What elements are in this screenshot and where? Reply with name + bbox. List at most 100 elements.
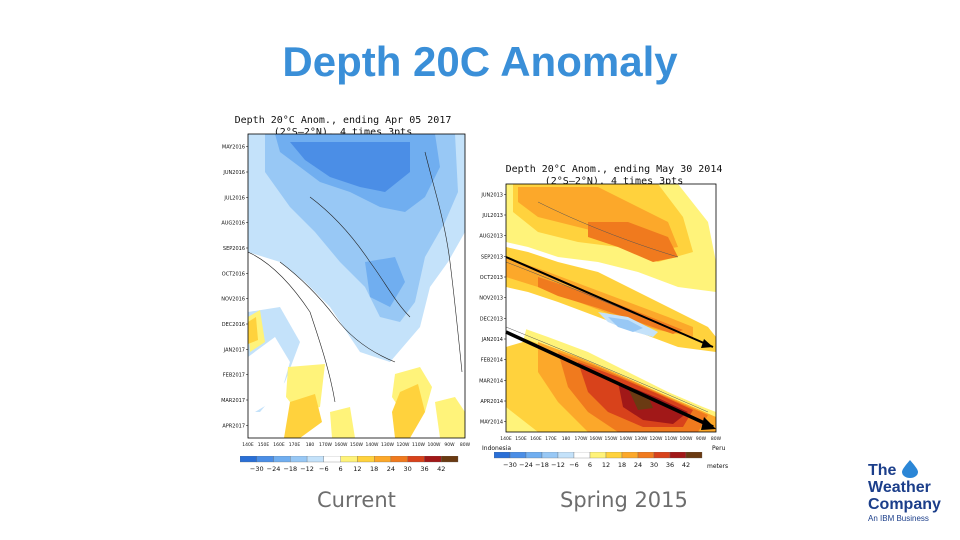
current-month-label: JUL2016 — [223, 195, 245, 201]
spring-colorbar-tick: −12 — [551, 461, 565, 469]
spring-month-label: AUG2013 — [479, 234, 503, 240]
current-lon-label: 170W — [319, 442, 333, 448]
current-month-label: FEB2017 — [223, 373, 245, 379]
kelvin-wave-arrowhead-1 — [701, 339, 713, 348]
peru-label: Peru — [712, 445, 726, 452]
current-month-label: AUG2016 — [221, 221, 245, 227]
current-lon-label: 140W — [365, 442, 379, 448]
current-colorbar-swatch — [306, 456, 324, 463]
current-month-label: DEC2016 — [222, 322, 245, 328]
logo-line-weather: Weather — [868, 479, 931, 496]
spring-colorbar-tick: 6 — [588, 461, 592, 469]
current-lon-label: 170E — [289, 442, 301, 448]
spring-chart-title-2: (2°S–2°N), 4 times 3pts — [545, 176, 683, 187]
spring-lon-label: 110W — [664, 436, 678, 442]
current-lon-label: 150E — [258, 442, 270, 448]
spring-lon-label: 90W — [696, 436, 707, 442]
spring-colorbar-swatch — [685, 452, 703, 459]
spring-caption: Spring 2015 — [560, 488, 688, 512]
current-lon-label: 110W — [412, 442, 426, 448]
current-colorbar-swatch — [390, 456, 408, 463]
current-month-label: JAN2017 — [223, 347, 245, 353]
spring-colorbar-swatch — [653, 452, 671, 459]
spring-month-label: DEC2013 — [480, 316, 503, 322]
spring-colorbar-swatch — [525, 452, 543, 459]
current-chart-title-1: Depth 20°C Anom., ending Apr 05 2017 — [235, 115, 452, 126]
current-colorbar-tick: 42 — [437, 465, 445, 473]
spring-colorbar-swatch — [541, 452, 559, 459]
current-longitude-axis: 140E 150E 160E 170E 180 170W 160W 150W 140W 130W 1… — [242, 442, 470, 448]
spring-colorbar-swatch — [621, 452, 639, 459]
spring-lon-label: 130W — [634, 436, 648, 442]
current-month-label: MAY2016 — [222, 145, 245, 151]
logo-tagline: An IBM Business — [868, 514, 929, 523]
spring-lon-label: 160W — [589, 436, 603, 442]
spring-lon-label: 150E — [515, 436, 527, 442]
spring-colorbar-tick: 42 — [682, 461, 690, 469]
spring-lon-label: 170E — [545, 436, 557, 442]
current-month-axis: MAY2016 JUN2016 JUL2016 AUG2016 SEP2016 OCT20… — [221, 145, 248, 429]
kelvin-wave-arrow-1 — [505, 256, 714, 348]
spring-month-label: JUL2013 — [481, 213, 503, 219]
current-lon-label: 90W — [444, 442, 455, 448]
current-colorbar-tick: 6 — [339, 465, 343, 473]
current-colorbar-tick: 18 — [370, 465, 378, 473]
current-colorbar-swatch — [424, 456, 442, 463]
spring-lon-label: 120W — [649, 436, 663, 442]
spring-month-label: OCT2013 — [480, 275, 503, 281]
water-drop-icon — [902, 460, 918, 478]
spring-colorbar-swatch — [669, 452, 687, 459]
spring-month-label: NOV2013 — [479, 296, 503, 302]
current-colorbar-tick: −12 — [300, 465, 314, 473]
current-colorbar-swatch — [256, 456, 274, 463]
spring-colorbar-swatch — [589, 452, 607, 459]
current-colorbar-swatch — [340, 456, 358, 463]
units-label: meters — [707, 463, 728, 470]
current-lon-label: 80W — [460, 442, 470, 448]
spring-colorbar-swatch — [557, 452, 575, 459]
spring-lon-label: 100W — [679, 436, 693, 442]
spring-lon-label: 180 — [562, 436, 571, 442]
current-month-label: NOV2016 — [221, 297, 245, 303]
current-colorbar-swatch — [273, 456, 291, 463]
spring-lon-label: 160E — [530, 436, 542, 442]
current-caption: Current — [317, 488, 396, 512]
current-lon-label: 140E — [242, 442, 254, 448]
spring-month-label: FEB2014 — [481, 358, 503, 364]
spring-month-axis: JUN2013 JUL2013 AUG2013 SEP2013 OCT2013 NOV20… — [479, 192, 506, 426]
current-colorbar: −30 −24 −18 −12 −6 6 12 18 24 30 36 42 — [240, 456, 459, 473]
spring-colorbar-tick: −18 — [535, 461, 549, 469]
current-colorbar-tick: 24 — [387, 465, 395, 473]
spring-chart-svg: Depth 20°C Anom., ending May 30 2014 (2°… — [479, 164, 726, 452]
current-lon-label: 130W — [381, 442, 395, 448]
weather-company-logo: The Weather Company An IBM Business — [868, 460, 960, 523]
indonesia-label: Indonesia — [482, 445, 511, 452]
current-anomaly-chart: Depth 20°C Anom., ending Apr 05 2017 (2°… — [220, 112, 470, 472]
spring-month-label: SEP2013 — [481, 254, 503, 260]
current-lon-label: 160E — [273, 442, 285, 448]
spring-colorbar: −30 −24 −18 −12 −6 6 12 18 24 30 36 42 meters — [494, 452, 728, 470]
spring-lon-label: 170W — [574, 436, 588, 442]
spring-colorbar-tick: −24 — [519, 461, 533, 469]
spring-colorbar-tick: 36 — [666, 461, 674, 469]
spring-month-label: APR2014 — [480, 399, 503, 405]
kelvin-wave-arrow-2 — [505, 330, 714, 429]
current-colorbar-swatch — [323, 456, 341, 463]
current-lon-label: 150W — [350, 442, 364, 448]
current-lon-label: 120W — [396, 442, 410, 448]
spring-colorbar-swatch — [494, 452, 511, 459]
current-colorbar-tick: −18 — [283, 465, 297, 473]
current-month-label: APR2017 — [222, 423, 245, 429]
current-anomaly-field — [248, 134, 465, 438]
current-lon-label: 160W — [334, 442, 348, 448]
current-month-label: OCT2016 — [222, 271, 245, 277]
spring-lon-label: 150W — [604, 436, 618, 442]
current-month-label: SEP2016 — [223, 246, 245, 252]
spring-colorbar-swatch — [637, 452, 655, 459]
spring-anomaly-chart: Depth 20°C Anom., ending May 30 2014 (2°… — [478, 162, 740, 472]
current-colorbar-swatch — [240, 456, 257, 463]
slide-title: Depth 20C Anomaly — [282, 38, 678, 85]
current-colorbar-tick: −30 — [250, 465, 264, 473]
spring-chart-title-1: Depth 20°C Anom., ending May 30 2014 — [506, 164, 723, 175]
spring-month-label: MAY2014 — [480, 420, 503, 426]
